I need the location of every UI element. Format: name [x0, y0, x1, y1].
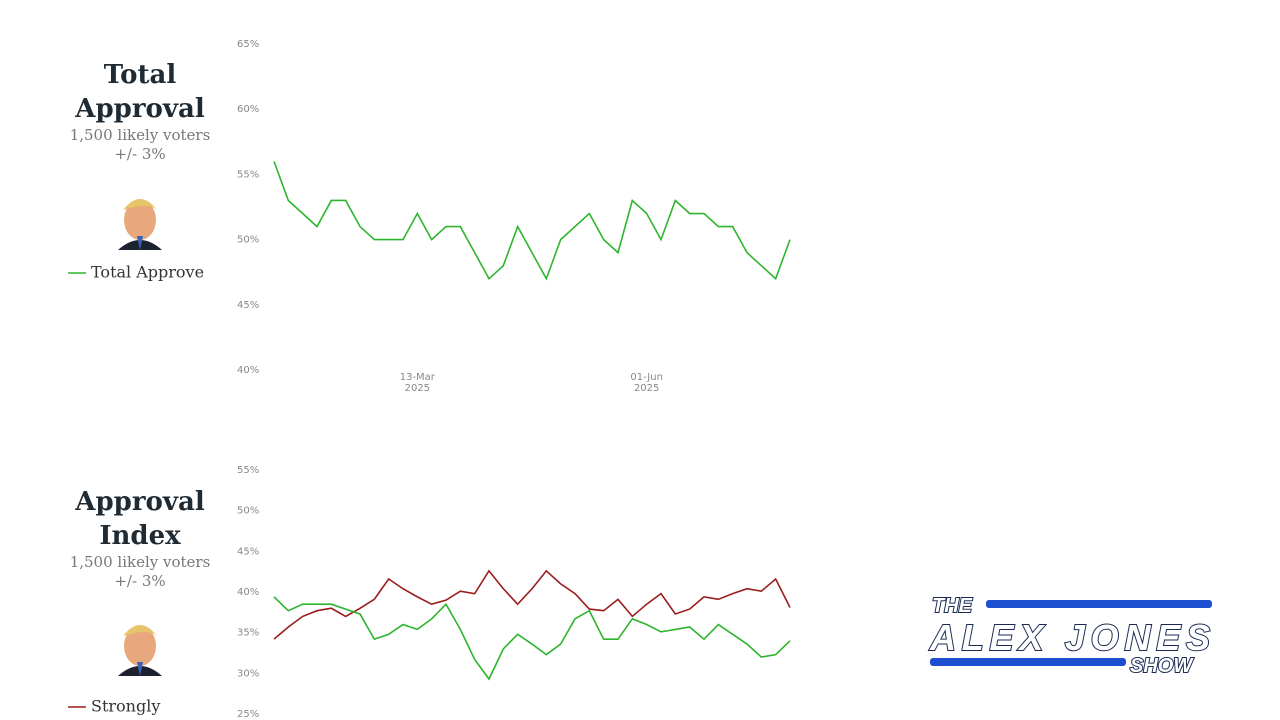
- y-tick-label: 35%: [237, 628, 259, 639]
- y-tick-label: 40%: [237, 587, 259, 598]
- side-panel: Total Approval 1,500 likely voters +/- 3…: [60, 58, 220, 164]
- legend-label: Strongly: [91, 697, 160, 716]
- y-tick-label: 50%: [237, 235, 259, 246]
- legend-label: Total Approve: [91, 263, 204, 282]
- series-line: [273, 569, 791, 640]
- chart-title: Total Approval: [75, 60, 205, 124]
- logo-text: THE: [932, 595, 973, 617]
- y-tick-label: 45%: [237, 546, 259, 557]
- series-line: [273, 596, 791, 681]
- margin-note: +/- 3%: [114, 145, 166, 163]
- portrait: [118, 199, 162, 250]
- x-tick-label: 13-Mar 2025: [400, 372, 436, 394]
- margin-note: +/- 3%: [114, 572, 166, 590]
- series-line: [273, 161, 791, 281]
- y-tick-label: 55%: [237, 169, 259, 180]
- y-tick-label: 65%: [237, 39, 259, 50]
- y-tick-label: 40%: [237, 365, 259, 376]
- logo: THE ALEX JONES SHOW: [928, 594, 1212, 678]
- y-tick-label: 25%: [237, 709, 259, 720]
- x-tick-label: 01-Jun 2025: [630, 372, 663, 394]
- logo-text: ALEX JONES: [929, 617, 1210, 658]
- y-tick-label: 45%: [237, 300, 259, 311]
- chart-title: Approval Index: [75, 487, 205, 551]
- portrait: [118, 625, 162, 676]
- subtitle: 1,500 likely voters: [69, 126, 211, 144]
- subtitle: 1,500 likely voters: [69, 553, 211, 571]
- logo-text: SHOW: [1130, 655, 1194, 677]
- y-tick-label: 60%: [237, 104, 259, 115]
- side-panel: Approval Index 1,500 likely voters +/- 3…: [60, 485, 220, 591]
- y-tick-label: 50%: [237, 506, 259, 517]
- y-tick-label: 30%: [237, 668, 259, 679]
- y-tick-label: 55%: [237, 465, 259, 476]
